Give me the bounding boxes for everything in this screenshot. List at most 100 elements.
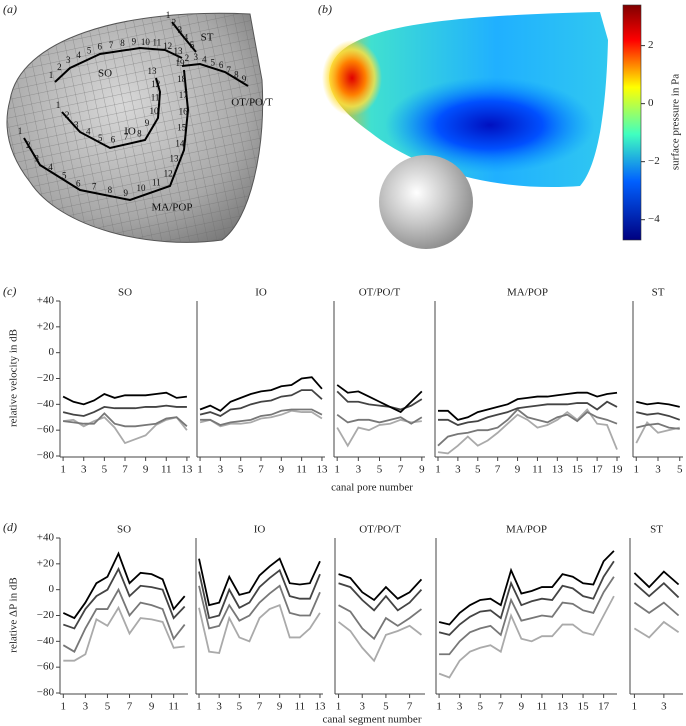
x-tick-label: 1: [61, 701, 67, 713]
x-tick-label: 5: [237, 701, 243, 713]
series-line: [338, 604, 422, 641]
pore-number: 7: [109, 40, 114, 50]
series-line: [438, 560, 615, 636]
x-tick-label: 5: [102, 464, 108, 476]
canal-line: [61, 77, 162, 150]
pore-number: 6: [219, 60, 224, 70]
chart-title: IO: [255, 287, 267, 299]
series-line: [438, 595, 615, 679]
x-tick-label: 9: [277, 701, 283, 713]
x-axis-label: canal segment number: [323, 714, 422, 726]
chart-title: MA/POP: [506, 524, 547, 536]
x-tick-label: 9: [515, 464, 521, 476]
x-tick-label: 9: [149, 701, 155, 713]
x-tick-label: 1: [334, 464, 340, 476]
pore-number: 4: [184, 33, 189, 43]
canal-name: ST: [201, 32, 214, 44]
colorbar-tick-label: 0: [648, 97, 654, 109]
pore-number: 6: [98, 41, 103, 51]
pore-number: 12: [163, 41, 172, 51]
pore-number: 17: [179, 90, 189, 100]
x-tick-label: 7: [407, 701, 413, 713]
y-tick-label: −80: [37, 687, 55, 699]
pore-number: 13: [169, 154, 179, 164]
pore-number: 12: [164, 169, 173, 179]
pore-number: 2: [65, 110, 70, 120]
panel-label: (b): [318, 2, 332, 16]
x-tick-label: 3: [359, 701, 365, 713]
pore-number: 3: [66, 55, 71, 65]
x-tick-label: 9: [519, 701, 525, 713]
series-line: [199, 389, 323, 417]
series-line: [62, 391, 188, 406]
series-line: [439, 576, 615, 656]
pore-number: 2: [185, 53, 190, 63]
pore-number: 11: [152, 177, 161, 187]
x-tick-label: 1: [196, 701, 202, 713]
pore-number: 4: [202, 55, 207, 65]
series-line: [62, 412, 188, 428]
pore-number: 11: [151, 93, 160, 103]
x-tick-label: 13: [181, 464, 193, 476]
series-line: [633, 581, 680, 599]
x-tick-label: 3: [81, 464, 87, 476]
x-tick-label: 7: [498, 701, 504, 713]
series-line: [438, 550, 615, 626]
pore-number: 18: [177, 74, 187, 84]
x-tick-label: 7: [258, 464, 264, 476]
sphere: [379, 155, 473, 249]
pore-number: 10: [137, 183, 147, 193]
series-line: [437, 408, 618, 447]
pore-number: 5: [190, 40, 195, 50]
chart-title: ST: [650, 524, 663, 536]
x-tick-label: 1: [336, 701, 342, 713]
series-line: [62, 587, 186, 653]
chart-title: IO: [254, 524, 266, 536]
chart-title: SO: [117, 524, 131, 536]
series-line: [437, 408, 618, 455]
series-line: [199, 409, 323, 428]
pore-number: 8: [108, 185, 113, 195]
pore-number: 9: [242, 74, 247, 84]
pore-number: 1: [166, 10, 171, 20]
pore-number: 5: [87, 45, 92, 55]
pore-number: 10: [141, 37, 151, 47]
colorbar-tick-label: −4: [648, 213, 660, 225]
x-tick-label: 3: [356, 464, 362, 476]
colorbar-label: surface pressure in Pa: [670, 74, 682, 170]
x-tick-label: 7: [495, 464, 501, 476]
x-tick-label: 17: [598, 701, 610, 713]
pore-number: 4: [86, 127, 91, 137]
x-tick-label: 13: [314, 701, 326, 713]
colorbar: [622, 4, 642, 241]
pore-number: 13: [148, 66, 158, 76]
series-line: [63, 566, 186, 630]
panel-label: (c): [3, 284, 16, 298]
x-tick-label: 9: [143, 464, 149, 476]
y-tick-label: −40: [37, 635, 55, 647]
x-axis-label: canal pore number: [331, 482, 413, 494]
x-tick-label: 3: [455, 464, 461, 476]
canal-name: SO: [98, 68, 112, 80]
x-tick-label: 1: [634, 464, 640, 476]
x-tick-label: 7: [398, 464, 404, 476]
y-axis-label: relative velocity in dB: [8, 329, 20, 427]
series-line: [336, 413, 423, 425]
pore-number: 14: [175, 138, 185, 148]
pore-number: 2: [26, 140, 31, 150]
chart-title: ST: [652, 287, 665, 299]
x-tick-label: 3: [83, 701, 89, 713]
x-tick-label: 3: [216, 701, 222, 713]
series-line: [198, 584, 321, 630]
y-axis-label: relative ΔP in dB: [8, 577, 20, 652]
x-tick-label: 5: [477, 701, 483, 713]
colorbar-axis: 2 0 −2 −4: [641, 39, 660, 225]
pore-number: 15: [177, 122, 187, 132]
pore-number: 1: [49, 70, 54, 80]
x-tick-label: 11: [168, 701, 179, 713]
y-tick-label: +20: [37, 320, 55, 332]
series-line: [336, 390, 423, 411]
pore-number: 1: [56, 100, 61, 110]
x-tick-label: 5: [377, 464, 383, 476]
pore-number: 19: [176, 58, 186, 68]
